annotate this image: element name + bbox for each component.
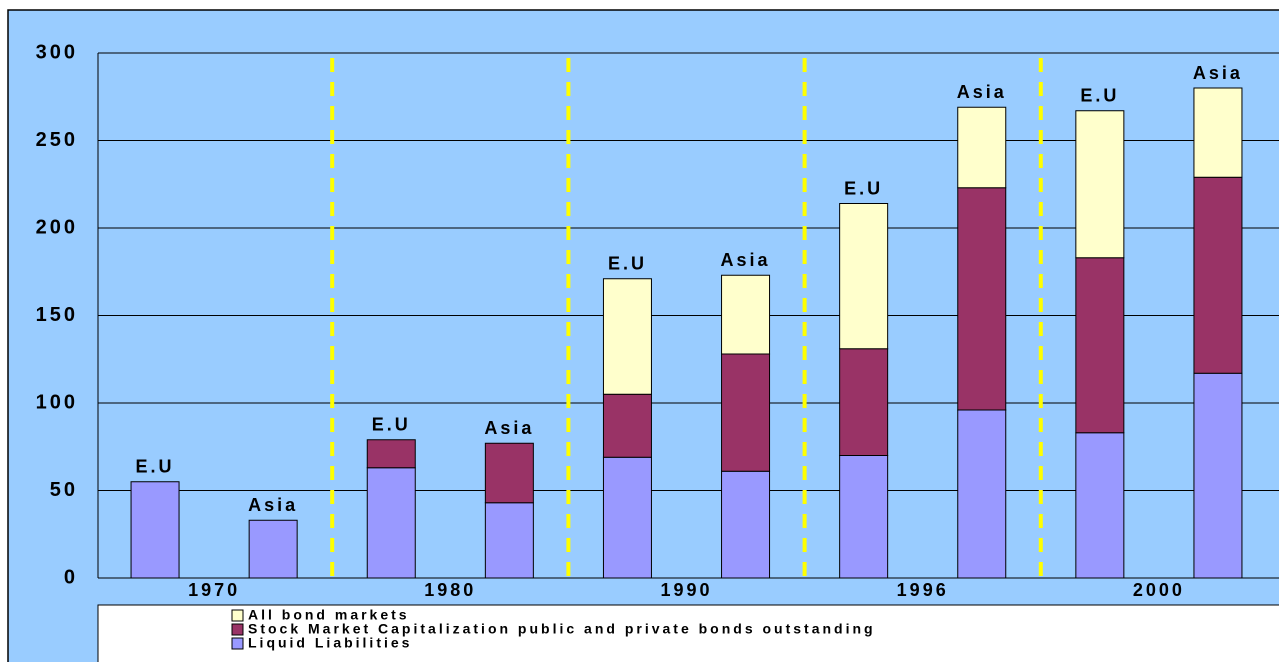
bar-segment (721, 470, 771, 579)
bar-label: E.U (372, 415, 411, 435)
bar-segment (839, 203, 889, 350)
bar-segment (839, 348, 889, 456)
legend-label: All bond markets (248, 607, 410, 623)
bar-segment (1075, 110, 1125, 259)
bar-segment (484, 502, 534, 579)
bar-label: Asia (957, 82, 1007, 102)
x-group-label: 1970 (188, 580, 240, 600)
bar-label: E.U (608, 254, 647, 274)
bar-segment (957, 187, 1007, 411)
x-group-label: 1990 (660, 580, 712, 600)
x-group-label: 1980 (424, 580, 476, 600)
bar-segment (366, 467, 416, 579)
y-tick-label: 150 (36, 304, 78, 326)
bar-label: E.U (1080, 86, 1119, 106)
bar-label: E.U (844, 178, 883, 198)
legend-label: Stock Market Capitalization public and p… (248, 621, 876, 637)
y-tick-label: 0 (64, 566, 78, 588)
bar-segment (957, 106, 1007, 189)
legend-label: Liquid Liabilities (248, 635, 412, 651)
bar-segment (1075, 432, 1125, 579)
bar-segment (721, 274, 771, 355)
y-tick-label: 300 (36, 41, 78, 63)
y-tick-label: 100 (36, 391, 78, 413)
y-tick-label: 200 (36, 216, 78, 238)
legend-swatch (231, 623, 244, 636)
bar-segment (1075, 257, 1125, 434)
bar-segment (957, 409, 1007, 579)
bar-segment (248, 519, 298, 579)
bar-segment (484, 442, 534, 504)
bar-segment (1193, 87, 1243, 178)
bar-label: Asia (1193, 63, 1243, 83)
bar-segment (366, 439, 416, 469)
bar-label: Asia (484, 418, 534, 438)
bar-segment (130, 481, 180, 579)
bar-segment (602, 456, 652, 579)
x-group-label: 1996 (897, 580, 949, 600)
bar-label: E.U (136, 457, 175, 477)
bar-segment (602, 393, 652, 458)
y-tick-label: 250 (36, 129, 78, 151)
bar-label: Asia (721, 250, 771, 270)
bar-segment (1193, 372, 1243, 579)
y-tick-label: 50 (50, 479, 78, 501)
legend-swatch (231, 609, 244, 622)
legend-box (97, 604, 1279, 662)
legend-swatch (231, 637, 244, 650)
bar-segment (602, 278, 652, 395)
bar-segment (721, 353, 771, 472)
bar-segment (1193, 176, 1243, 374)
x-group-label: 2000 (1133, 580, 1185, 600)
bar-label: Asia (248, 495, 298, 515)
bar-segment (839, 455, 889, 579)
